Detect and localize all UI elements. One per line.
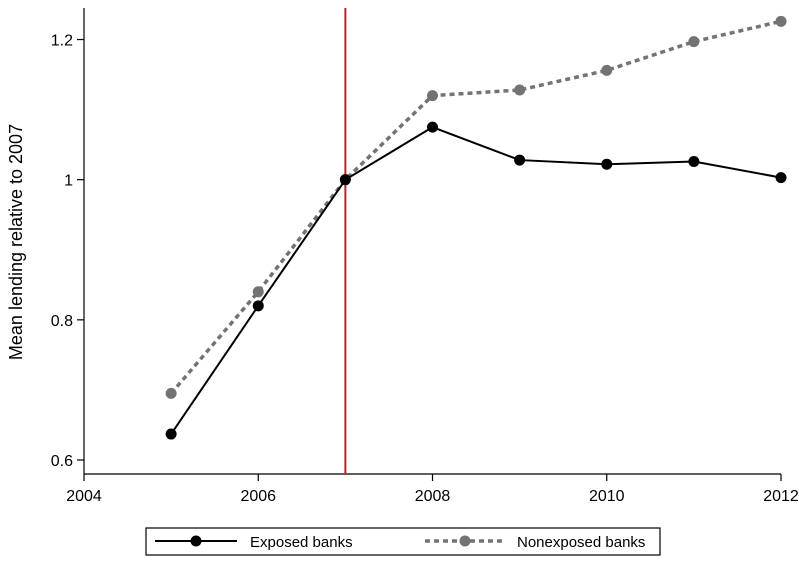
data-point-exposed — [775, 172, 787, 184]
x-ticks: 2004 2006 2008 2010 2012 — [66, 474, 799, 505]
y-tick-label: 0.8 — [51, 313, 73, 330]
data-point-nonexposed — [601, 64, 613, 76]
y-tick-label: 0.6 — [51, 453, 73, 470]
x-tick-label: 2008 — [415, 488, 451, 505]
data-point-exposed — [688, 155, 700, 167]
x-tick-label: 2012 — [763, 488, 799, 505]
data-point-nonexposed — [775, 15, 787, 27]
y-ticks: 0.6 0.8 1 1.2 — [51, 33, 84, 470]
y-axis-label: Mean lending relative to 2007 — [6, 124, 26, 360]
data-point-nonexposed — [688, 36, 700, 48]
x-tick-label: 2006 — [240, 488, 276, 505]
y-tick-label: 1 — [64, 173, 73, 190]
series-layer — [165, 15, 787, 440]
legend-box — [145, 527, 661, 556]
series-line-exposed — [170, 126, 782, 435]
data-point-exposed — [514, 154, 526, 166]
series-exposed — [165, 121, 787, 440]
axes — [83, 8, 781, 475]
legend-label-nonexposed: Nonexposed banks — [517, 534, 645, 551]
x-tick-label: 2004 — [66, 488, 102, 505]
x-tick-label: 2010 — [589, 488, 625, 505]
legend: Exposed banks Nonexposed banks — [145, 527, 661, 556]
data-point-exposed — [427, 121, 438, 133]
data-point-exposed — [252, 300, 264, 312]
data-point-nonexposed — [165, 387, 177, 399]
legend-marker-exposed — [190, 535, 202, 547]
legend-label-exposed: Exposed banks — [250, 534, 353, 551]
series-line-nonexposed — [169, 19, 782, 395]
y-tick-label: 1.2 — [51, 33, 73, 50]
legend-marker-nonexposed — [459, 535, 471, 547]
data-point-nonexposed — [514, 84, 526, 96]
data-point-exposed — [339, 174, 351, 186]
data-point-nonexposed — [427, 90, 438, 102]
series-nonexposed — [165, 15, 787, 399]
data-point-exposed — [165, 428, 177, 440]
data-point-nonexposed — [252, 286, 264, 298]
legend-item-exposed-banks: Exposed banks — [155, 534, 353, 551]
legend-item-nonexposed-banks: Nonexposed banks — [425, 534, 645, 551]
data-point-exposed — [601, 158, 613, 170]
